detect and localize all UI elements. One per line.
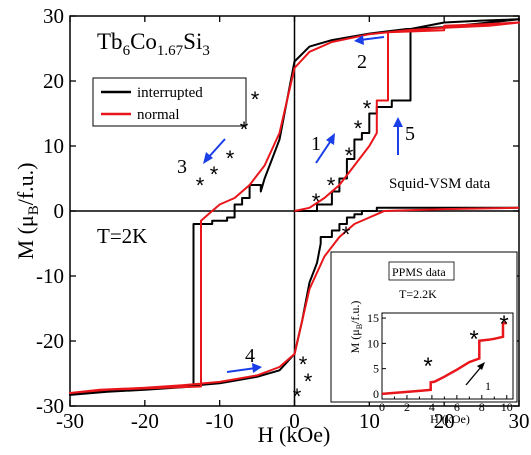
inset-x-tick-label: 10	[501, 400, 513, 414]
step-marker: *	[196, 173, 205, 198]
arrow-number-1: 1	[311, 133, 321, 155]
step-marker: *	[312, 189, 321, 214]
series-line-interrupted	[69, 18, 520, 396]
x-axis-label: H (kOe)	[258, 422, 331, 447]
y-tick-label: 10	[43, 134, 64, 158]
inset-ticks: 0 2 4 6 8 10 0 5 10 15	[367, 311, 513, 414]
inset-temperature: T=2.2K	[399, 287, 437, 301]
inset-frame	[381, 312, 514, 400]
inset-arrow-number: 1	[485, 379, 491, 393]
sweep-arrow-5	[393, 117, 403, 155]
sweep-arrow-2	[354, 35, 385, 45]
step-marker: *	[363, 96, 372, 121]
x-tick-label: -20	[131, 409, 159, 433]
y-tick-label: -10	[36, 264, 64, 288]
legend-label-normal: normal	[137, 107, 180, 123]
step-marker: *	[345, 143, 354, 168]
inset-y-tick-label: 5	[373, 362, 379, 376]
inset-x-axis-label: H (kOe)	[430, 412, 470, 426]
step-marker: *	[293, 384, 302, 409]
step-markers: * * * * * * * * * * * * * *	[196, 87, 372, 409]
inset-step-marker: *	[499, 311, 508, 338]
sweep-arrow-1	[315, 133, 335, 164]
compound-label: Tb6Co1.67Si3	[97, 29, 210, 59]
x-tick-label: 10	[359, 409, 380, 433]
step-marker: *	[354, 116, 363, 141]
inset-step-marker: *	[469, 326, 478, 353]
arrow-number-4: 4	[245, 345, 255, 367]
step-marker: *	[299, 352, 308, 377]
step-marker: *	[251, 87, 260, 112]
arrow-number-5: 5	[405, 123, 415, 145]
inset-step-marker: *	[423, 353, 432, 380]
y-axis-label: M (μB/f.u.)	[13, 163, 42, 260]
inset-panel: 0 2 4 6 8 10 0 5 10 15 PPMS data T=2.2K H (kOe) M…	[330, 251, 518, 426]
series-line-normal	[69, 21, 520, 394]
inset-x-tick-label: 4	[429, 400, 435, 414]
method-label: Squid-VSM data	[389, 176, 491, 192]
arrow-number-2: 2	[357, 51, 367, 73]
step-marker: *	[210, 162, 219, 187]
y-tick-label: 20	[43, 69, 64, 93]
step-marker: *	[240, 117, 249, 142]
sweep-arrows	[203, 35, 403, 373]
y-tick-label: -20	[36, 329, 64, 353]
x-tick-label: 30	[509, 409, 530, 433]
step-marker: *	[226, 146, 235, 171]
legend-label-interrupted: interrupted	[137, 85, 203, 101]
inset-arrow	[465, 362, 485, 386]
sweep-arrow-4	[226, 363, 262, 373]
inset-series-line	[381, 321, 507, 396]
step-marker: *	[304, 369, 313, 394]
x-tick-label: 20	[434, 409, 455, 433]
x-tick-label: -30	[56, 409, 84, 433]
x-tick-label: 0	[289, 409, 300, 433]
y-tick-label: 30	[43, 4, 64, 28]
inset-y-tick-label: 10	[367, 336, 379, 350]
step-marker: *	[327, 173, 336, 198]
x-tick-label: -10	[206, 409, 234, 433]
inset-x-tick-label: 0	[379, 400, 385, 414]
inset-y-axis-label: M (μB/f.u.)	[348, 301, 364, 354]
inset-title: PPMS data	[392, 265, 446, 279]
step-marker: *	[342, 222, 351, 247]
legend-box	[92, 77, 247, 127]
legend: interrupted normal	[92, 77, 247, 127]
y-tick-label: 0	[54, 199, 65, 223]
y-tick-label: -30	[36, 394, 64, 418]
inset-x-tick-label: 2	[404, 400, 410, 414]
inset-plot-frame	[381, 312, 514, 400]
inset-curve	[381, 321, 507, 396]
temperature-label: T=2K	[97, 224, 147, 248]
sweep-arrow-3	[203, 138, 226, 164]
arrow-number-3: 3	[177, 156, 187, 178]
inset-x-tick-label: 6	[454, 400, 460, 414]
inset-x-tick-label: 8	[479, 400, 485, 414]
inset-y-tick-label: 15	[367, 311, 379, 325]
inset-y-tick-label: 0	[373, 387, 379, 401]
inset-title-box	[388, 261, 455, 281]
main-curves	[69, 18, 520, 396]
